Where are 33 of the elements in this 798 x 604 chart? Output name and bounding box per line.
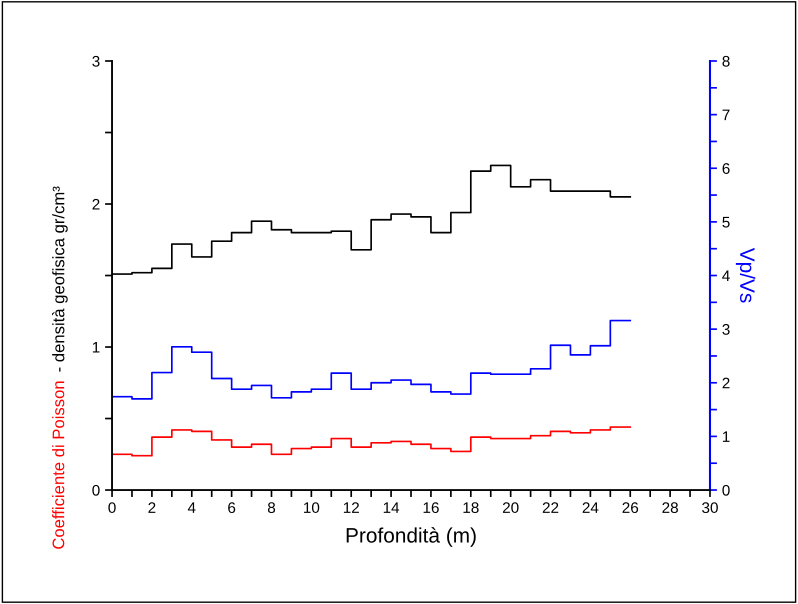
x-tick-label: 28 [662,502,678,514]
y2-tick-label: 7 [722,110,730,120]
x-tick-label: 26 [622,502,638,514]
y2-tick-label: 5 [722,216,730,228]
x-tick-label: 0 [108,502,116,514]
x-tick-label: 8 [268,502,276,514]
x-tick-label: 10 [304,502,320,514]
x-tick-label: 12 [344,502,359,513]
y2-tick-label: 1 [722,431,730,442]
y2-tick-label: 6 [722,163,730,174]
y-tick-label: 3 [92,56,100,67]
y2-axis-title: Vp/Vs [736,248,756,303]
text: - densità geofisica gr/cm³ [52,186,68,372]
x-tick-label: 14 [384,502,400,513]
x-tick-label: 20 [502,502,519,514]
y2-tick-label: 2 [722,378,730,388]
x-tick-label: 6 [228,502,236,514]
x-tick-label: 18 [463,502,479,514]
x-tick-label: 30 [702,502,718,514]
y-tick-label: 2 [92,198,100,210]
x-tick-label: 4 [188,502,196,513]
y-tick-label: 0 [92,484,100,496]
y2-tick-label: 3 [722,324,730,335]
text: Coefficiente di Poisson [52,381,64,549]
y2-tick-label: 4 [722,270,730,282]
x-tick-label: 24 [582,502,598,513]
y2-tick-label: 8 [722,56,730,67]
y2-tick-label: 0 [722,484,730,496]
x-tick-label: 16 [424,502,439,514]
y-tick-label: 1 [92,342,100,353]
x-axis-title: Profondità (m) [346,527,476,547]
x-tick-label: 22 [542,502,558,513]
x-tick-label: 2 [148,502,156,513]
